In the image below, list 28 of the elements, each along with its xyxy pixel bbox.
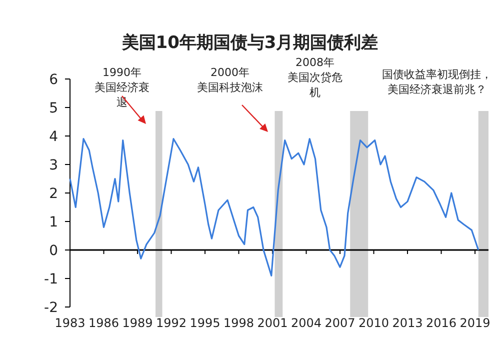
x-tick-label: 1983 — [54, 316, 86, 330]
y-tick-label: 3 — [49, 158, 58, 174]
y-tick-label: 6 — [49, 72, 58, 88]
x-tick-label: 2019 — [460, 316, 490, 330]
x-tick-label: 1989 — [122, 316, 153, 330]
annotation: 2008年美国次贷危机 — [288, 56, 342, 99]
annotation: 国债收益率初现倒挂，美国经济衰退前兆？ — [382, 68, 492, 96]
x-tick-label: 2013 — [392, 316, 423, 330]
x-tick-label: 2016 — [426, 316, 457, 330]
x-tick-label: 1998 — [223, 316, 254, 330]
x-tick-label: 2001 — [257, 316, 288, 330]
chart-title: 美国10年期国债与3月期国债利差 — [120, 33, 378, 53]
y-tick-label: -2 — [44, 300, 58, 316]
y-tick-label: -1 — [44, 272, 58, 288]
x-tick-label: 2004 — [290, 316, 322, 330]
y-tick-label: 5 — [49, 100, 58, 116]
y-tick-label: 4 — [49, 129, 58, 145]
x-tick-label: 1992 — [156, 316, 187, 330]
annotation: 2000年美国科技泡沫 — [197, 66, 263, 94]
line-series — [69, 138, 480, 276]
annotation: 1990年美国经济衰退 — [94, 66, 150, 109]
x-tick-label: 1995 — [190, 316, 220, 330]
x-tick-label: 1986 — [88, 316, 120, 330]
x-tick-label: 2007 — [324, 316, 356, 330]
y-tick-label: 1 — [49, 214, 58, 230]
y-tick-label: 0 — [49, 243, 58, 259]
x-tick-label: 2010 — [358, 316, 390, 330]
y-tick-label: 2 — [49, 186, 58, 202]
